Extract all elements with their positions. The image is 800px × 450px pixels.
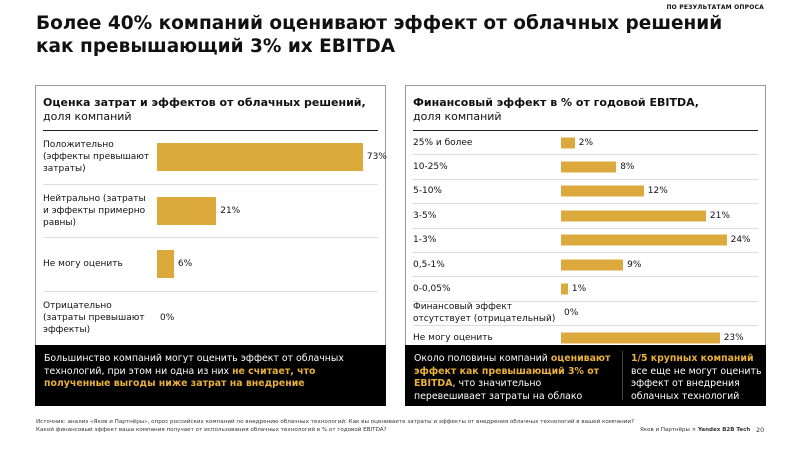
category-label: 5-10% [413,186,442,197]
right-insight: Около половины компаний оценивают эффект… [405,345,766,406]
chart-row: Финансовый эффект отсутствует (отрицател… [413,302,758,327]
bar [561,161,617,173]
bar [561,137,575,149]
category-label: Отрицательно (затраты превышают эффекты) [43,301,145,336]
page-number: 20 [756,426,765,434]
category-label: 3-5% [413,210,437,221]
category-label: Финансовый эффект отсутствует (отрицател… [413,302,556,325]
category-label: 1-3% [413,235,437,246]
section-tag: ПО РЕЗУЛЬТАТАМ ОПРОСА [666,4,764,11]
chart-title: Финансовый эффект в % от годовой EBITDA, [413,96,699,109]
note-highlight: 1/5 крупных компаний [631,353,754,364]
value-label: 21% [220,205,241,216]
value-label: 6% [177,259,193,270]
note-text: Большинство компаний могут оценить эффек… [44,353,344,377]
chart-row: 1-3% 24% [413,229,758,253]
value-label: 23% [723,333,744,344]
chart-row: 3-5% 21% [413,204,758,229]
bar [157,196,217,225]
note-highlight: оценивают эффект как превышающий 3% от E… [414,353,611,389]
value-label: 0% [160,313,175,324]
category-label: 10-25% [413,162,448,173]
value-label: 24% [730,235,751,246]
bar [561,259,624,271]
value-label: 0% [564,308,579,319]
bar [561,234,727,246]
value-label: 9% [627,259,642,270]
bar [561,210,706,222]
category-label: 0-0,05% [413,284,451,295]
chart-subtitle: доля компаний [43,110,132,123]
category-label: Положительно (эффекты превышают затраты) [43,140,150,175]
bar [561,185,644,197]
chart-row: 25% и более 2% [413,131,758,156]
chart-row: Положительно (эффекты превышают затраты)… [43,131,387,185]
category-label: 25% и более [413,137,473,148]
category-label: Не могу оценить [413,333,493,344]
page-title: Более 40% компаний оценивают эффект от о… [36,13,723,57]
note-highlight: не считает, что полученные выгоды ниже з… [44,365,316,390]
chart-title: Оценка затрат и эффектов от облачных реш… [43,96,366,109]
cost-effect-chart: Оценка затрат и эффектов от облачных реш… [35,85,387,346]
chart-row: Отрицательно (затраты превышают эффекты)… [43,292,378,346]
chart-row: Не могу оценить 6% [43,238,378,292]
chart-row: 5-10% 12% [413,180,758,205]
chart-row: 0,5-1% 9% [413,253,758,278]
value-label: 73% [366,152,387,163]
value-label: 1% [571,284,587,295]
bar [157,250,174,279]
left-insight: Большинство компаний могут оценить эффек… [35,345,386,406]
value-label: 2% [578,137,594,148]
category-label: Не могу оценить [43,259,123,270]
source-note: Источник: анализ «Яков и Партнёры», опро… [36,419,635,433]
category-label: 0,5-1% [413,259,445,270]
chart-row: Нейтрально (затраты и эффекты примерно р… [43,185,378,238]
note-text: , что значительно перевешивает затраты н… [414,378,583,402]
value-label: 12% [647,186,668,197]
note-text: Около половины компаний [414,353,551,364]
bar [157,143,363,172]
ebitda-effect-chart: Финансовый эффект в % от годовой EBITDA,… [405,85,766,345]
value-label: 8% [620,162,635,173]
chart-row: 0-0,05% 1% [413,277,758,302]
logo: Яков и Партнёры × Yandex B2B Tech [640,427,751,433]
note-text: все еще не могут оценить эффект от внедр… [631,365,762,402]
chart-row: 10-25% 8% [413,155,758,180]
chart-subtitle: доля компаний [413,110,502,123]
value-label: 21% [709,210,730,221]
chart-row: Не могу оценить 23% [413,326,758,350]
category-label: Нейтрально (затраты и эффекты примерно р… [43,193,146,228]
bar [561,332,720,344]
bar [561,283,568,295]
